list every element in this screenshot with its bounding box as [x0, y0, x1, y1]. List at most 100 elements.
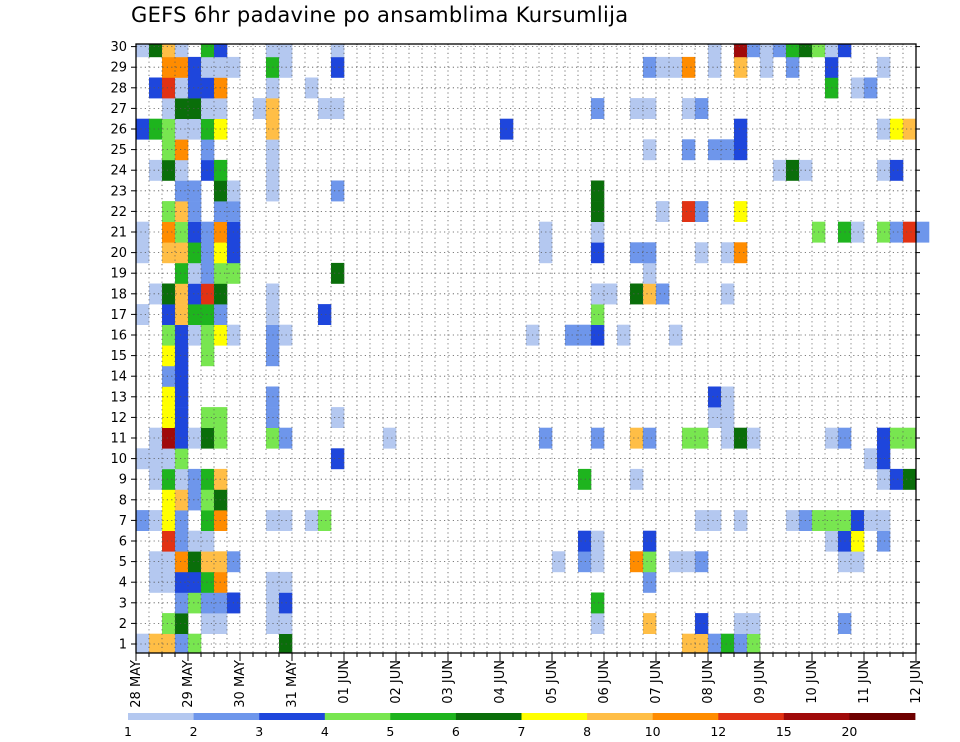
precip-cell [201, 613, 215, 634]
precip-cell [162, 77, 176, 99]
colorbar-swatch [849, 713, 916, 720]
precip-cell [877, 468, 891, 490]
precip-cell [916, 221, 930, 243]
precip-cell [149, 633, 163, 654]
colorbar-swatch [783, 713, 850, 720]
colorbar-swatch [652, 713, 719, 720]
precip-cell [682, 427, 696, 449]
precip-cell [188, 118, 202, 140]
precip-cell [721, 283, 735, 305]
precip-cell [201, 56, 215, 78]
colorbar-label: 5 [386, 724, 394, 739]
precip-cell [162, 242, 176, 264]
precip-cell [591, 427, 605, 449]
precip-cell [149, 44, 163, 58]
precip-cell [734, 44, 748, 58]
precip-cell [162, 613, 176, 634]
x-tick-label: 01 JUN [337, 660, 352, 704]
precip-cell [162, 551, 176, 573]
precip-cell [162, 139, 176, 161]
precip-cell [643, 427, 657, 449]
precip-cell [682, 139, 696, 161]
precip-cell [682, 98, 696, 119]
precip-cell [188, 180, 202, 202]
precip-cell [903, 427, 917, 449]
precip-cell [201, 468, 215, 490]
precip-cell [188, 221, 202, 243]
precip-cell [188, 98, 202, 119]
axis-layer: 1234567891011121314151617181920212223242… [110, 40, 924, 708]
precip-cell [643, 571, 657, 593]
grid-layer [136, 44, 916, 653]
precip-cell [643, 613, 657, 634]
precip-cell [721, 427, 735, 449]
precip-cell [175, 427, 189, 449]
precip-cell [201, 159, 215, 181]
precip-cell [201, 345, 215, 367]
colorbar-label: 3 [255, 724, 263, 739]
precip-cell [175, 407, 189, 428]
precip-cell [162, 365, 176, 387]
precip-cell [162, 324, 176, 346]
precip-cell [175, 468, 189, 490]
x-tick-label: 30 MAY [233, 660, 248, 708]
precip-cell [708, 510, 722, 531]
precip-cell [201, 242, 215, 264]
precip-cell [175, 345, 189, 367]
precip-cell [890, 118, 904, 140]
precip-cell [773, 44, 787, 58]
precip-cell [201, 118, 215, 140]
colorbar-label: 1 [124, 724, 132, 739]
precip-cell [175, 510, 189, 531]
y-tick-label: 22 [110, 205, 127, 220]
precip-cell [708, 633, 722, 654]
precip-cell [734, 427, 748, 449]
x-tick-label: 28 MAY [129, 660, 144, 708]
precip-cell [656, 201, 670, 222]
precip-cell [604, 283, 618, 305]
precip-cell [591, 613, 605, 634]
x-tick-label: 02 JUN [389, 660, 404, 704]
precip-cell [877, 221, 891, 243]
precip-cell [188, 304, 202, 325]
precip-cell [162, 407, 176, 428]
precip-cell [669, 551, 683, 573]
precip-cell [643, 139, 657, 161]
precip-cell [903, 118, 917, 140]
x-tick-label: 29 MAY [181, 660, 196, 708]
precip-cell [149, 448, 163, 470]
precip-cell [201, 221, 215, 243]
precip-cell [630, 551, 644, 573]
x-tick-label: 08 JUN [701, 660, 716, 704]
precip-cell [734, 613, 748, 634]
chart-title: GEFS 6hr padavine po ansamblima Kursumli… [131, 3, 629, 27]
precip-cell [201, 489, 215, 511]
precip-cell [695, 613, 709, 634]
y-tick-label: 16 [110, 329, 127, 344]
precip-cell [734, 118, 748, 140]
precip-cell [175, 98, 189, 119]
y-tick-label: 15 [110, 349, 127, 364]
precip-cell [162, 345, 176, 367]
precip-cell [877, 448, 891, 470]
precip-cell [214, 44, 228, 58]
y-tick-label: 19 [110, 267, 127, 282]
precip-cell [188, 427, 202, 449]
precip-cell [799, 44, 813, 58]
precip-cell [890, 427, 904, 449]
precip-cell [175, 77, 189, 99]
precip-cell [669, 56, 683, 78]
precip-cell [201, 44, 215, 58]
precip-cell [695, 551, 709, 573]
x-tick-label: 09 JUN [753, 660, 768, 704]
precip-cell [734, 510, 748, 531]
precip-cell [734, 139, 748, 161]
precip-cell [162, 159, 176, 181]
precip-cell [331, 262, 345, 284]
y-tick-label: 11 [110, 432, 127, 447]
precip-cell [188, 324, 202, 346]
precip-cell [630, 242, 644, 264]
precip-cell [331, 98, 345, 119]
precip-cell [136, 44, 150, 58]
precip-cell [201, 283, 215, 305]
